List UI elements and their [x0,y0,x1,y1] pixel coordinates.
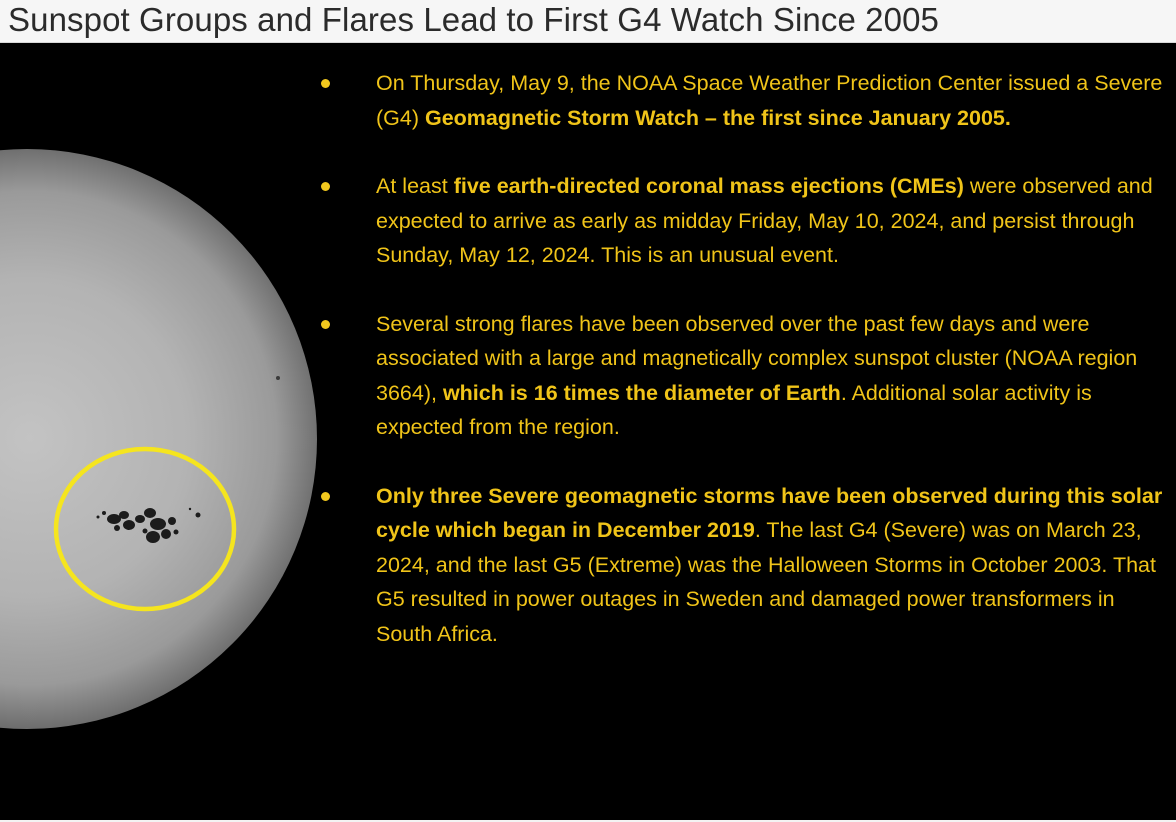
bullet-bold-text: Only three Severe geomagnetic storms hav… [376,483,1163,543]
bullet-text: . Additional solar activity is expected … [376,380,1092,440]
bullet-bold-text: Geomagnetic Storm Watch – the first sinc… [424,105,1011,130]
bullet-dot-icon [321,491,330,501]
bullet-text: were observed and expected to arrive as … [376,174,1153,267]
bottom-strip [0,820,1176,822]
bullet-text: . The last G4 (Severe) was on March 23, … [376,518,1156,646]
sunspot-cluster [96,507,201,543]
bullet-item: Only three Severe geomagnetic storms hav… [318,479,1168,652]
bullet-item: On Thursday, May 9, the NOAA Space Weath… [318,66,1168,135]
page-title: Sunspot Groups and Flares Lead to First … [8,1,939,38]
bullet-dot-icon [321,182,330,191]
small-sunspot [276,376,280,380]
bullet-item: At least five earth-directed coronal mas… [318,169,1168,273]
slide: On Thursday, May 9, the NOAA Space Weath… [0,43,1176,820]
bullet-bold-text: which is 16 times the diameter of Earth [442,380,841,405]
bullet-dot-icon [321,79,330,88]
bullet-list: On Thursday, May 9, the NOAA Space Weath… [318,66,1168,651]
bullet-text: On Thursday, May 9, the NOAA Space Weath… [376,71,1163,130]
bullet-text: At least [376,174,454,198]
sun-image [0,149,317,729]
sunspot-highlight-circle-icon [53,446,237,612]
bullet-dot-icon [321,319,330,329]
title-bar: Sunspot Groups and Flares Lead to First … [0,0,1176,43]
sun-disk [0,149,317,729]
bullet-bold-text: five earth-directed coronal mass ejectio… [453,174,964,198]
bullet-item: Several strong flares have been observed… [318,307,1168,445]
bullet-text: Several strong flares have been observed… [376,311,1138,405]
